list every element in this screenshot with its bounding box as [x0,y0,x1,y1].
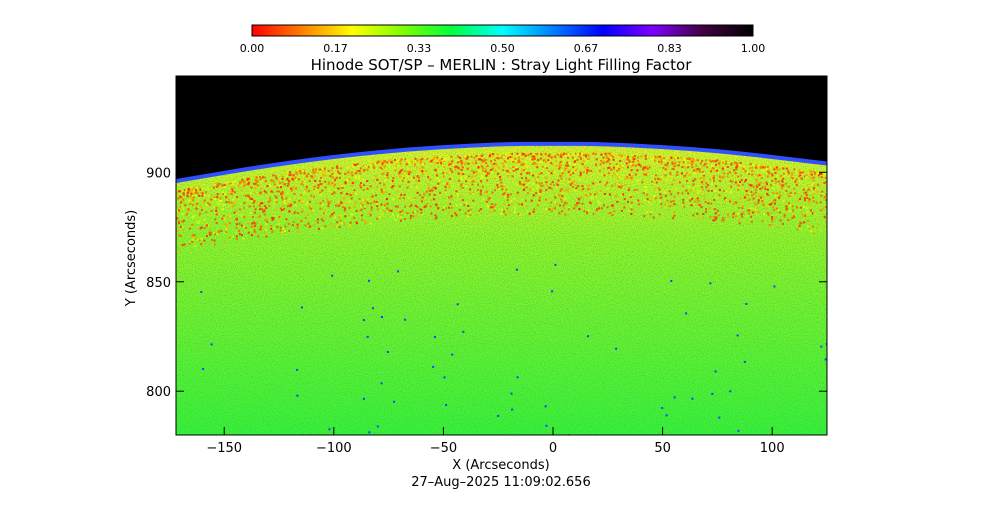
chart-title: Hinode SOT/SP – MERLIN : Stray Light Fil… [311,56,693,74]
x-axis-label: X (Arcseconds) [452,458,549,473]
timestamp-footer: 27–Aug–2025 11:09:02.656 [411,475,590,490]
near-limb-band [176,152,827,435]
colorbar [251,24,754,37]
colorbar-tick-label: 0.83 [657,42,682,55]
colorbar-tick-labels: 0.00 0.17 0.33 0.50 0.67 0.83 1.00 [240,42,766,55]
x-tick-label: 50 [654,441,671,456]
y-tick-label: 850 [146,276,171,291]
colorbar-tick-label: 0.33 [407,42,432,55]
plot-area [176,76,827,435]
colorbar-tick-label: 0.17 [323,42,348,55]
colorbar-tick-label: 0.50 [490,42,515,55]
colorbar-tick-label: 0.67 [574,42,599,55]
y-axis-label: Y (Arcseconds) [124,210,139,307]
colorbar-tick-label: 1.00 [741,42,766,55]
solar-disk [176,143,827,435]
y-axis: 800 850 900 [146,166,827,400]
y-tick-label: 800 [146,385,171,400]
limb-edge [176,141,827,184]
x-tick-label: −150 [206,441,242,456]
x-tick-label: −50 [430,441,457,456]
x-axis: −150 −100 −50 0 50 100 [206,76,785,456]
colorbar-tick-label: 0.00 [240,42,265,55]
x-tick-label: 0 [549,441,557,456]
x-tick-label: −100 [316,441,352,456]
plot-frame [175,75,828,436]
y-tick-label: 900 [146,166,171,181]
x-tick-label: 100 [760,441,785,456]
